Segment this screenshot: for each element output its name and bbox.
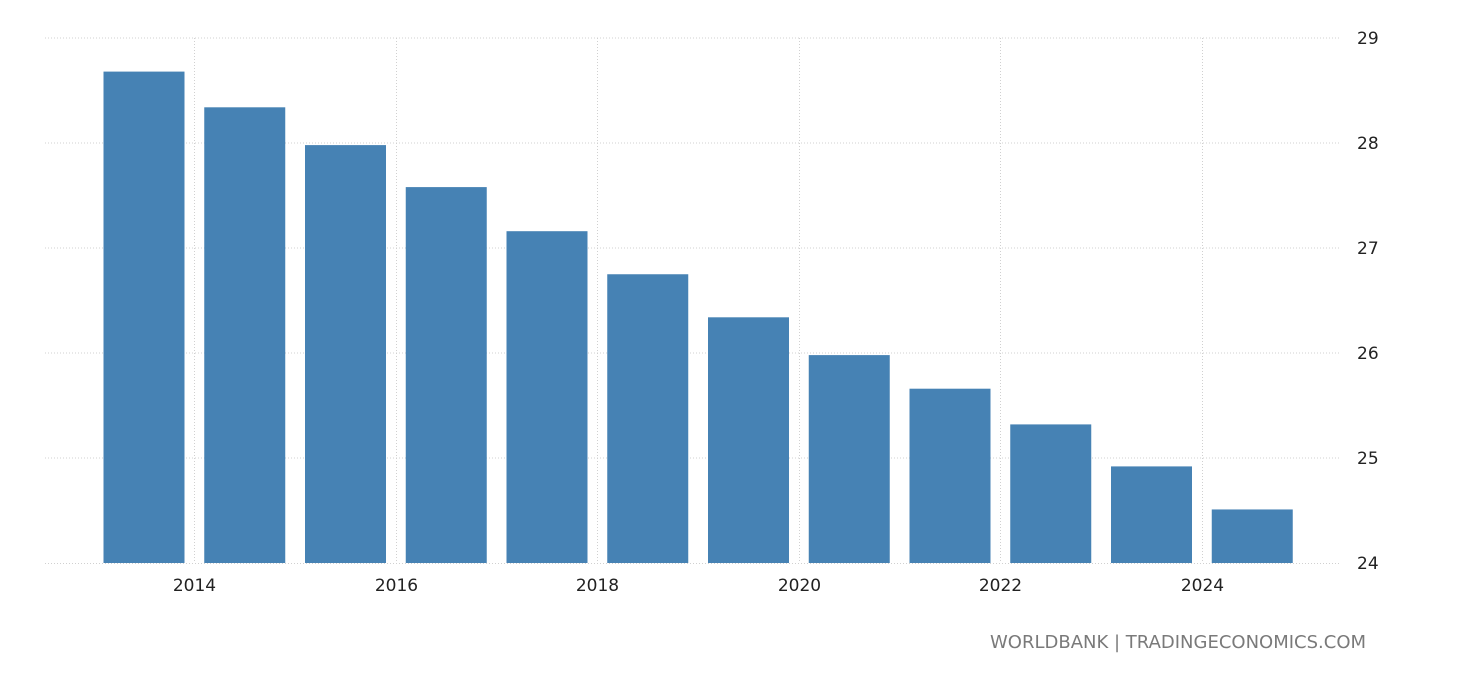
bar [909, 388, 991, 563]
bar [1010, 424, 1092, 563]
bar [204, 107, 286, 564]
bar [808, 355, 890, 563]
bar [405, 187, 487, 563]
bar [607, 274, 689, 563]
source-attribution: WORLDBANK | TRADINGECONOMICS.COM [990, 632, 1367, 653]
x-tick-label: 2018 [576, 576, 619, 596]
y-tick-label: 26 [1357, 344, 1379, 364]
x-tick-label: 2022 [979, 576, 1022, 596]
bar [708, 317, 789, 563]
y-tick-label: 27 [1357, 239, 1379, 259]
y-tick-label: 29 [1357, 29, 1379, 49]
bar [1111, 466, 1192, 563]
x-tick-label: 2014 [173, 576, 216, 596]
x-tick-label: 2024 [1181, 576, 1224, 596]
y-tick-label: 28 [1357, 134, 1379, 154]
y-tick-label: 24 [1357, 554, 1379, 574]
bar [506, 231, 588, 563]
x-tick-label: 2020 [778, 576, 821, 596]
bar [1211, 509, 1293, 563]
bar [103, 71, 185, 563]
x-tick-label: 2016 [375, 576, 418, 596]
bar [305, 145, 386, 563]
y-tick-label: 25 [1357, 449, 1379, 469]
